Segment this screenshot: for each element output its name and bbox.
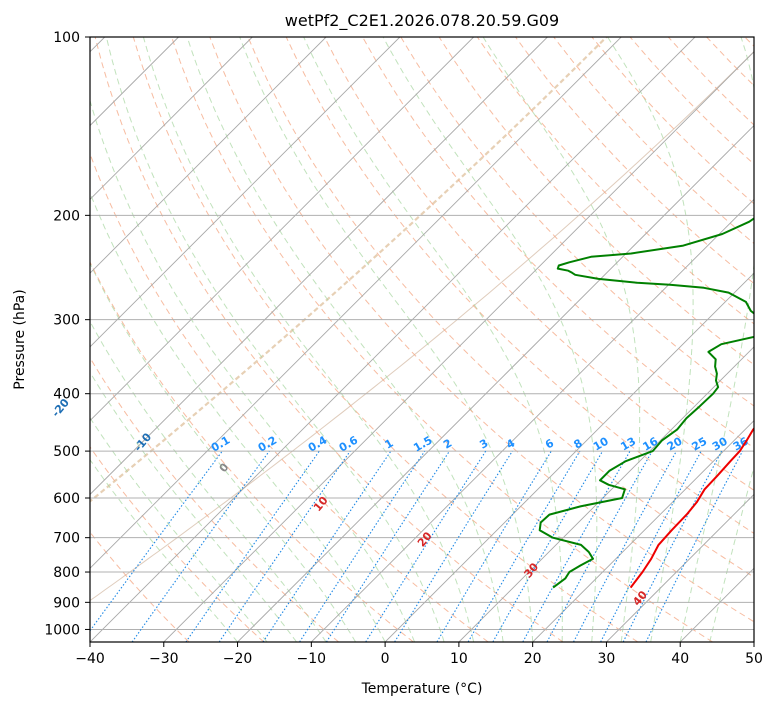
x-tick-label: 0 [381, 651, 390, 667]
isotherm-line [90, 37, 401, 348]
moist-adiabat-line [239, 37, 534, 642]
mixing-ratio-line [262, 450, 392, 642]
mixing-ratio-line [622, 450, 723, 642]
x-tick-label: −10 [297, 651, 327, 667]
y-axis-ticks: 100 200 300 400 500 600 700 800 900 1000 [44, 30, 90, 638]
y-tick-label: 800 [53, 565, 80, 581]
dry-adiabat-line [171, 37, 713, 642]
mixing-ratio-line [325, 450, 450, 642]
mixing-ratio-line [573, 450, 677, 642]
isotherm-line [90, 37, 474, 422]
moist-adiabat-line [303, 37, 563, 642]
dry-adiabat-line [90, 260, 414, 642]
mixing-ratio-line [218, 450, 351, 642]
mixing-ratio-line [546, 450, 653, 642]
moist-adiabat-line [90, 191, 386, 642]
mixing-ratio-line [645, 450, 743, 642]
axes-frame [89, 36, 755, 643]
moist-adiabat-line [709, 465, 754, 642]
x-tick-label: −20 [223, 651, 253, 667]
isotherm-line [753, 641, 754, 642]
isotherm-line [90, 37, 696, 642]
mixing-ratio-line [365, 450, 487, 642]
x-tick-label: 30 [598, 651, 616, 667]
dry-adiabat-line [209, 37, 754, 623]
x-tick-label: 10 [450, 651, 468, 667]
moist-adiabat-line [90, 416, 268, 642]
moist-adiabat-line [90, 458, 238, 642]
sounding-series [538, 217, 754, 589]
isotherm-line [90, 37, 622, 569]
x-axis-label: Temperature (°C) [361, 681, 483, 697]
isotherms [90, 37, 754, 642]
y-tick-label: 900 [53, 595, 80, 611]
isotherm-line [532, 420, 754, 642]
isotherm-line [606, 493, 754, 642]
y-tick-label: 500 [53, 444, 80, 460]
x-tick-label: 20 [524, 651, 542, 667]
mixing-ratio-line [185, 450, 320, 642]
y-tick-label: 700 [53, 531, 80, 547]
moist-adiabat-line [90, 371, 297, 642]
background-curve [90, 37, 608, 503]
isotherm-line [163, 51, 754, 642]
moist-adiabat-line [607, 37, 694, 642]
dry-adiabat-line [438, 37, 754, 366]
dewpoint-profile-line [538, 217, 754, 589]
mixing-ratio-line [394, 450, 513, 642]
dry-adiabat-line [247, 37, 754, 578]
isotherm-line [384, 272, 754, 642]
moist-adiabat-line [142, 37, 475, 642]
mixing-ratio-lines [90, 450, 743, 642]
mixing-ratio-line [90, 450, 223, 632]
temperature-profile-line [629, 427, 754, 589]
y-axis-label: Pressure (hPa) [12, 289, 28, 389]
isotherm-line [237, 124, 754, 642]
chart-title: wetPf2_C2E1.2026.078.20.59.G09 [285, 11, 559, 31]
y-tick-label: 400 [53, 387, 80, 403]
y-tick-label: 1000 [44, 622, 80, 638]
dry-adiabat-line [323, 37, 754, 491]
mixing-ratio-line [600, 450, 702, 642]
dry-adiabat-line [476, 37, 754, 325]
mixing-ratio-line [522, 450, 631, 642]
moist-adiabat-line [679, 37, 754, 642]
moist-adiabat-line [382, 37, 598, 642]
moist-adiabat-line [90, 320, 327, 642]
axes-border [89, 36, 755, 643]
dry-adiabats [90, 37, 754, 642]
isotherm-line [90, 37, 327, 274]
x-tick-label: 50 [745, 651, 763, 667]
dry-adiabat-line [285, 37, 754, 535]
isotherm-line [90, 37, 548, 496]
moist-adiabat-line [105, 37, 445, 642]
y-tick-label: 300 [53, 313, 80, 329]
plot-background [90, 37, 754, 642]
mixing-ratio-line [299, 450, 426, 642]
mixing-ratio-line [131, 450, 270, 642]
moist-adiabat-line [90, 262, 357, 642]
y-tick-label: 200 [53, 208, 80, 224]
y-tick-label: 600 [53, 491, 80, 507]
x-tick-label: −40 [75, 651, 105, 667]
x-axis-ticks: −40 −30 −20 −10 0 10 20 30 40 50 [75, 642, 763, 667]
y-tick-label: 100 [53, 30, 80, 46]
dry-adiabat-line [515, 37, 754, 285]
moist-adiabat-line [186, 37, 504, 642]
isotherm-line [458, 346, 754, 642]
mixing-ratio-line [436, 450, 552, 642]
isotherm-line [311, 198, 754, 642]
plot-area [90, 37, 754, 642]
x-tick-label: 40 [671, 651, 689, 667]
dry-adiabat-line [132, 37, 639, 642]
isotherm-line [90, 37, 253, 200]
dry-adiabat-line [94, 37, 564, 642]
x-tick-label: −30 [149, 651, 179, 667]
dry-adiabat-line [90, 446, 265, 642]
